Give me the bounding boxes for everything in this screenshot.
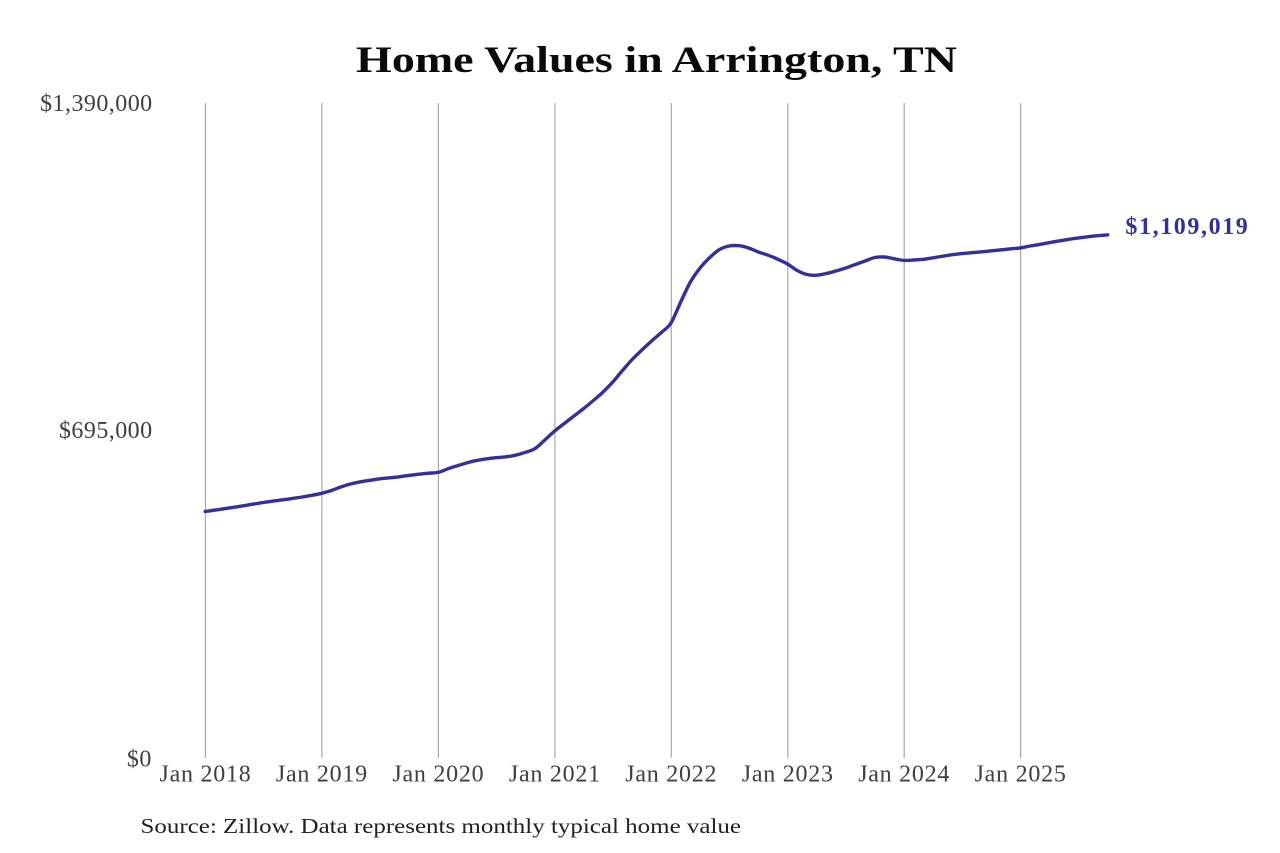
svg-text:Jan 2024: Jan 2024 — [858, 762, 950, 788]
svg-text:Jan 2019: Jan 2019 — [276, 762, 368, 788]
svg-text:$1,109,019: $1,109,019 — [1125, 214, 1249, 240]
svg-text:$0: $0 — [127, 747, 152, 773]
svg-text:$1,390,000: $1,390,000 — [40, 91, 153, 117]
svg-text:Jan 2025: Jan 2025 — [975, 762, 1067, 788]
svg-text:Source: Zillow. Data represent: Source: Zillow. Data represents monthly … — [141, 815, 742, 839]
svg-text:Jan 2020: Jan 2020 — [392, 762, 484, 788]
svg-text:Jan 2018: Jan 2018 — [160, 762, 252, 788]
svg-text:Jan 2021: Jan 2021 — [509, 762, 601, 788]
svg-text:Home Values in Arrington, TN: Home Values in Arrington, TN — [356, 40, 957, 81]
svg-text:Jan 2022: Jan 2022 — [625, 762, 717, 788]
svg-text:$695,000: $695,000 — [59, 418, 153, 444]
svg-text:Jan 2023: Jan 2023 — [742, 762, 834, 788]
